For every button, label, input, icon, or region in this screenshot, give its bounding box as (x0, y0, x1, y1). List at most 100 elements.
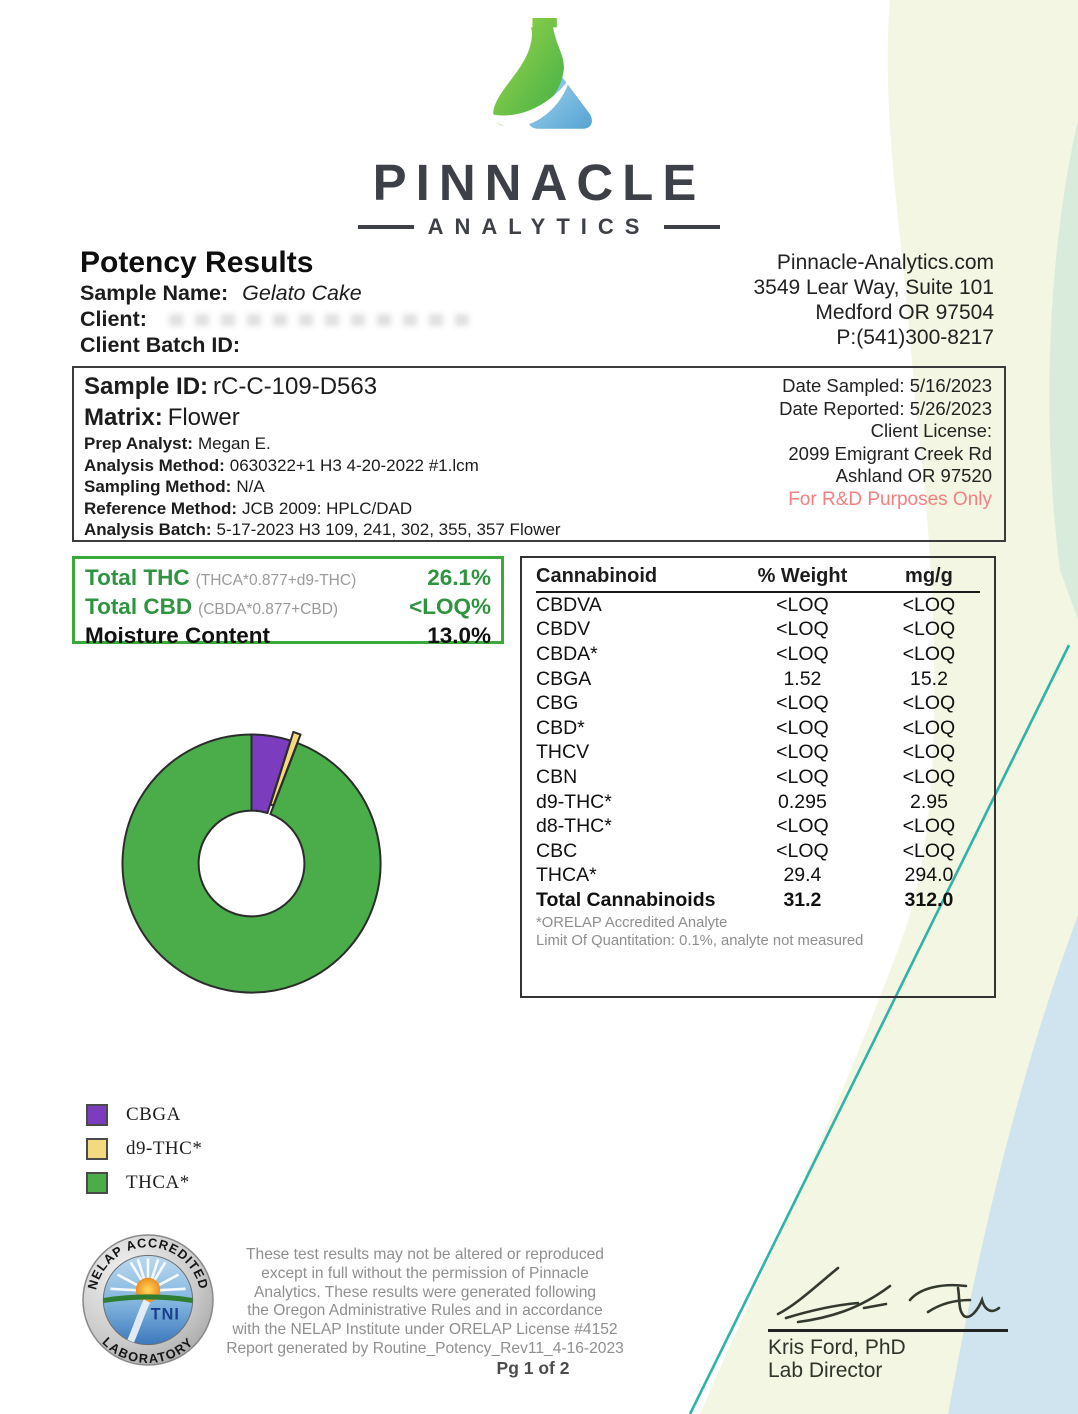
table-cell: d9-THC* (536, 790, 612, 813)
legend-label: THCA* (126, 1172, 190, 1193)
contact-line: Pinnacle-Analytics.com (776, 251, 994, 274)
sample-meta-line: Date Reported: 5/26/2023 (779, 398, 992, 421)
table-cell: CBGA (536, 667, 592, 690)
contact-line: 3549 Lear Way, Suite 101 (753, 276, 995, 299)
contact-line: Medford OR 97504 (815, 301, 994, 324)
table-cell: <LOQ (902, 642, 956, 665)
sample-meta-value: 5/16/2023 (909, 375, 992, 396)
footnote-line: *ORELAP Accredited Analyte (536, 914, 728, 931)
page-title: Potency Results (80, 246, 314, 279)
summary-formula: (CBDA*0.877+CBD) (198, 601, 339, 618)
disclaimer-line: Analytics. These results were generated … (253, 1283, 597, 1301)
signatory-title: Lab Director (768, 1359, 883, 1382)
sample-meta-value: 5/26/2023 (909, 397, 992, 419)
logo-flask-icon (489, 18, 592, 129)
summary-label: Total THC (85, 565, 190, 590)
sample-name-label: Sample Name: (80, 281, 229, 305)
table-row: d9-THC* 0.295 2.95 (536, 790, 980, 815)
table-row: CBN <LOQ <LOQ (536, 765, 980, 790)
table-row: CBC <LOQ <LOQ (536, 839, 980, 864)
sample-field: Sampling Method: N/A (84, 476, 744, 498)
table-cell: <LOQ (902, 765, 956, 788)
sample-fields: Sample ID: rC-C-109-D563 Matrix: Flower Prep… (84, 371, 744, 541)
sample-name-value: Gelato Cake (242, 281, 362, 305)
summary-value: <LOQ% (409, 594, 491, 619)
table-cell: 2.95 (909, 790, 948, 813)
sample-field-value: Flower (167, 404, 240, 431)
sample-field-value: N/A (236, 477, 265, 496)
cannabinoid-donut-chart (121, 730, 382, 994)
table-cell: THCV (536, 741, 590, 764)
sample-meta-line: Date Sampled: 5/16/2023 (779, 375, 992, 398)
table-cell: <LOQ (776, 815, 829, 838)
sample-meta-line: Client License: (779, 420, 992, 443)
sample-field: Sample ID: rC-C-109-D563 (84, 371, 744, 402)
disclaimer-text: These test results may not be altered or… (200, 1246, 650, 1359)
disclaimer-line: except in full without the permission of… (261, 1264, 589, 1282)
legend-label: d9-THC* (126, 1138, 203, 1159)
table-total-cell: 312.0 (904, 888, 954, 911)
sample-field: Matrix: Flower (84, 402, 744, 433)
table-cell: <LOQ (902, 593, 956, 616)
background-teal-line (688, 644, 1071, 1414)
sample-field-value: Megan E. (197, 434, 271, 453)
cannabinoid-table: Cannabinoid% Weight mg/g CBDVA <LOQ <LOQ CBD… (536, 565, 980, 913)
table-cell: CBC (536, 839, 578, 862)
client-row: Client: (80, 306, 680, 332)
donut-slice-THCA* (121, 733, 382, 994)
table-row: CBD* <LOQ <LOQ (536, 716, 980, 741)
sample-field: Analysis Batch: 5-17-2023 H3 109, 241, 30… (84, 519, 744, 541)
brand-subtitle: ANALYTICS (0, 214, 1078, 240)
table-cell: CBDA* (536, 642, 598, 665)
sample-meta-block: Date Sampled: 5/16/2023 Date Reported: 5/… (779, 375, 992, 511)
report-header: Potency Results Sample Name: Gelato Cake … (80, 246, 680, 358)
sample-field-label: Sampling Method: (84, 477, 232, 496)
brand-subtitle-text: ANALYTICS (427, 214, 651, 239)
sample-meta-line: 2099 Emigrant Creek Rd (779, 443, 992, 466)
background-cream-band (700, 0, 1078, 1414)
background-blue-band (948, 915, 1078, 1414)
table-row: CBG <LOQ <LOQ (536, 691, 980, 716)
rd-purposes-notice: For R&D Purposes Only (788, 488, 992, 510)
sample-field-value: 5-17-2023 H3 109, 241, 302, 355, 357 Flo… (216, 520, 561, 539)
signature-scribble-icon (776, 1266, 1001, 1324)
sample-field-label: Reference Method: (84, 498, 238, 518)
summary-formula: (THCA*0.877+d9-THC) (195, 572, 357, 589)
legend-item: THCA* (86, 1172, 202, 1194)
table-cell: <LOQ (776, 593, 829, 616)
table-row: THCV <LOQ <LOQ (536, 741, 980, 766)
sample-info-box: Sample ID: rC-C-109-D563 Matrix: Flower Prep… (72, 366, 1006, 542)
table-total-cell: Total Cannabinoids (536, 888, 716, 911)
table-cell: THCA* (536, 864, 597, 887)
summary-row: Total CBD (CBDA*0.877+CBD) <LOQ% (85, 594, 491, 623)
sample-field-label: Prep Analyst: (84, 434, 193, 453)
table-cell: CBD* (536, 716, 585, 739)
table-cell: CBG (536, 692, 579, 715)
potency-summary-box: Total THC (THCA*0.877+d9-THC) 26.1% Total C… (72, 556, 504, 648)
signature-block: Kris Ford, PhD Lab Director (768, 1258, 1008, 1382)
background-teal-tint (1049, 120, 1078, 620)
contact-line: P:(541)300-8217 (836, 326, 994, 349)
table-row: CBDA* <LOQ <LOQ (536, 642, 980, 667)
legend-label: CBGA (126, 1104, 181, 1125)
legend-swatch (86, 1172, 108, 1194)
table-cell: <LOQ (776, 642, 829, 665)
seal-center-text: TNI (151, 1305, 180, 1323)
table-total-row: Total Cannabinoids 31.2 312.0 (536, 888, 980, 913)
table-cell: <LOQ (902, 716, 956, 739)
table-cell: CBN (536, 765, 578, 788)
sample-field-label: Analysis Batch: (84, 520, 212, 539)
disclaimer-line: Report generated by Routine_Potency_Rev1… (226, 1339, 624, 1357)
table-header: Cannabinoid (536, 565, 727, 593)
brand-name: PINNACLE (372, 154, 706, 211)
sample-field: Analysis Method: 0630322+1 H3 4-20-2022 #… (84, 455, 744, 477)
table-cell: <LOQ (776, 839, 829, 862)
summary-value: 13.0% (427, 623, 491, 648)
table-cell: <LOQ (776, 692, 829, 715)
client-redacted-smudge (168, 314, 469, 327)
sample-field-value: rC-C-109-D563 (213, 373, 378, 400)
signatory-name: Kris Ford, PhD (768, 1336, 906, 1359)
table-row: THCA* 29.4 294.0 (536, 864, 980, 889)
signature-line (768, 1329, 1008, 1332)
sample-field: Prep Analyst: Megan E. (84, 433, 744, 455)
